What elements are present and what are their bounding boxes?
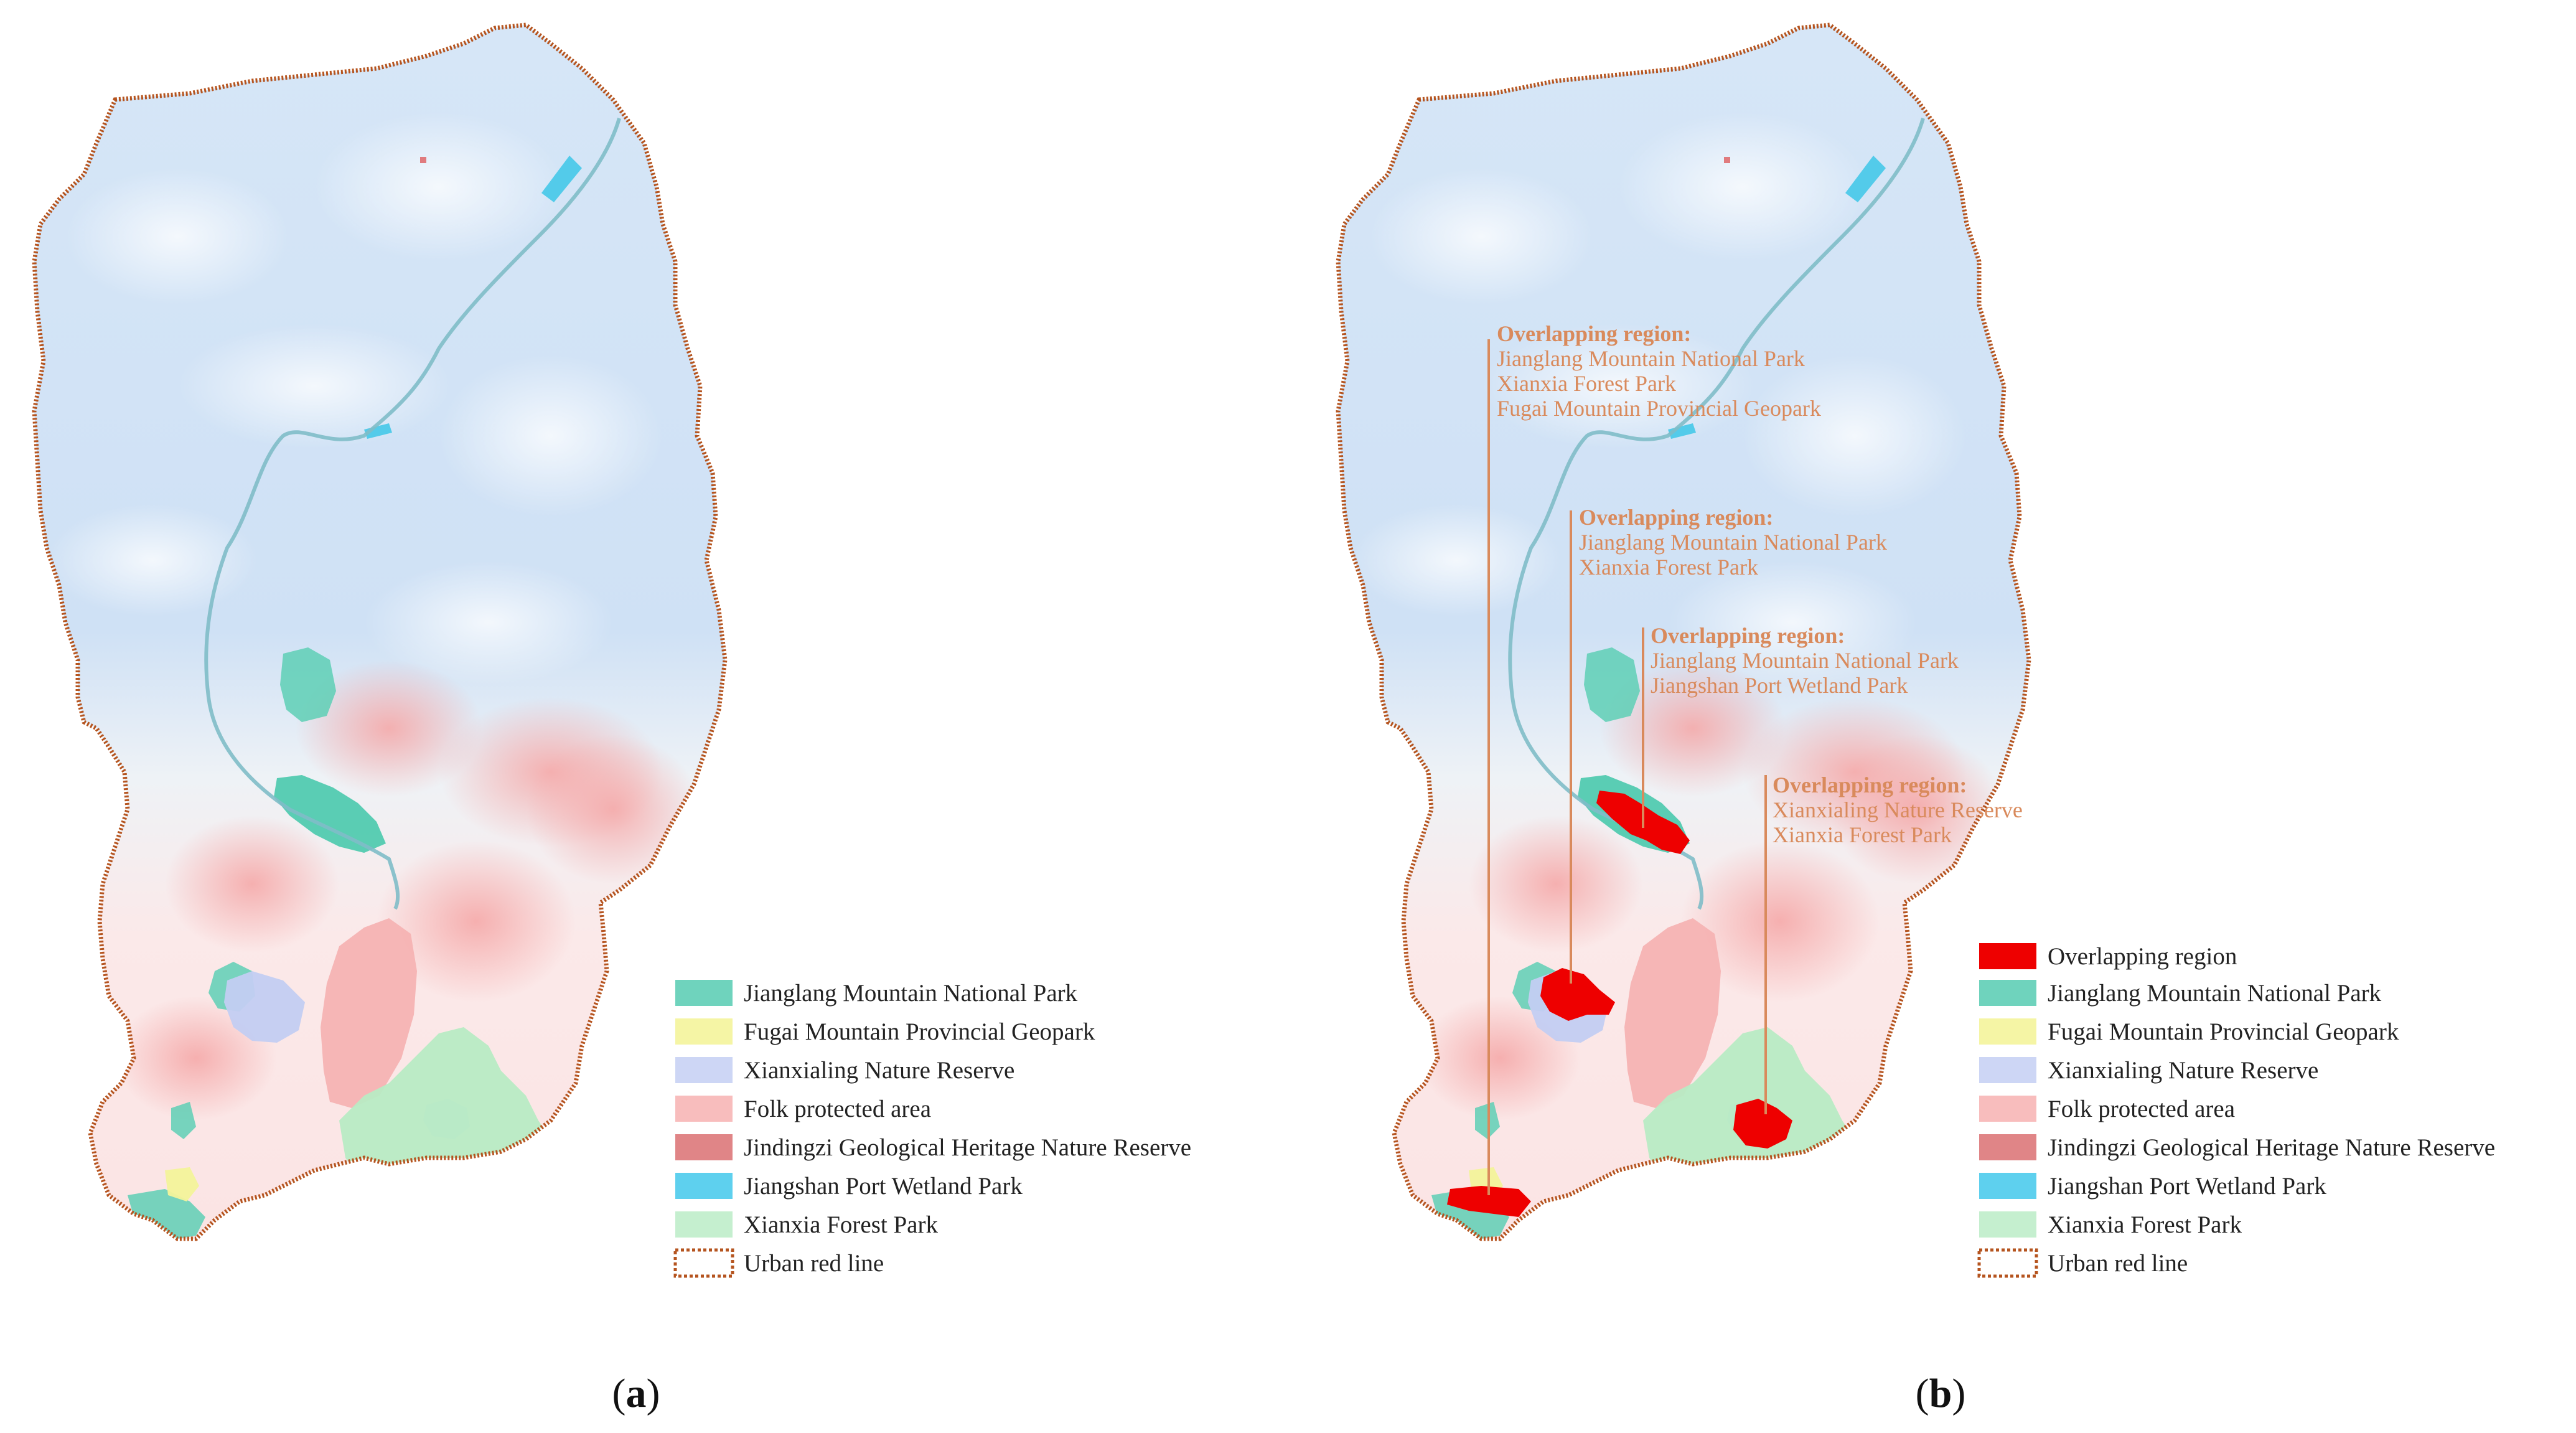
legend-a-label-jianglang: Jianglang Mountain National Park: [744, 980, 1078, 1007]
legend-a-swatch-jianglang: [675, 980, 733, 1006]
legend-b-label-redline: Urban red line: [2048, 1250, 2188, 1277]
map-panel-a: [34, 25, 725, 1239]
legend-b-label-jindingzi: Jindingzi Geological Heritage Nature Res…: [2048, 1134, 2495, 1161]
overlap-region-forest: [1733, 1099, 1792, 1149]
panel-label-b-letter: b: [1929, 1371, 1952, 1416]
legend-a-label-fugai: Fugai Mountain Provincial Geopark: [744, 1018, 1095, 1045]
annotation-4-title: Overlapping region:: [1773, 773, 1967, 797]
annotation-1-line-1: Jianglang Mountain National Park: [1497, 346, 1805, 371]
legend-b-label-overlap: Overlapping region: [2048, 943, 2237, 970]
legend-b-swatch-jindingzi: [1979, 1134, 2036, 1160]
legend-a-swatch-xianxia: [675, 1211, 733, 1238]
annotation-3: Overlapping region: Jianglang Mountain N…: [1651, 623, 1959, 698]
legend-b-swatch-jianglang: [1979, 980, 2036, 1006]
legend-b-label-jianglang: Jianglang Mountain National Park: [2048, 980, 2382, 1007]
panel-label-b-close: ): [1952, 1371, 1965, 1416]
annotations: Overlapping region: Jianglang Mountain N…: [1497, 321, 2023, 847]
county-map-icon: [34, 25, 725, 1239]
legend-a-swatch-folk: [675, 1096, 733, 1122]
panel-label-a-close: ): [647, 1371, 660, 1416]
annotation-3-line-1: Jianglang Mountain National Park: [1651, 648, 1959, 673]
legend-b-label-jiangshan: Jiangshan Port Wetland Park: [2048, 1173, 2326, 1200]
legend-b-label-xianxialing: Xianxialing Nature Reserve: [2048, 1057, 2318, 1084]
annotation-1-title: Overlapping region:: [1497, 321, 1691, 346]
legend-a-label-xianxialing: Xianxialing Nature Reserve: [744, 1057, 1014, 1084]
legend-b-label-folk: Folk protected area: [2048, 1096, 2235, 1122]
annotation-1-line-2: Xianxia Forest Park: [1497, 371, 1676, 396]
legend-a-swatch-jiangshan: [675, 1173, 733, 1199]
legend-b-swatch-redline: [1977, 1248, 2038, 1278]
annotation-4: Overlapping region: Xianxialing Nature R…: [1773, 773, 2023, 847]
legend-b-swatch-folk: [1979, 1096, 2036, 1122]
legend-b-swatch-xianxia: [1979, 1211, 2036, 1238]
annotation-leaders: [1487, 339, 1767, 1195]
annotation-2: Overlapping region: Jianglang Mountain N…: [1579, 505, 1887, 580]
annotation-2-line-1: Jianglang Mountain National Park: [1579, 530, 1887, 555]
legend-a: Jianglang Mountain National Park Fugai M…: [673, 980, 1191, 1278]
annotation-3-line-2: Jiangshan Port Wetland Park: [1651, 673, 1908, 698]
legend-b-label-xianxia: Xianxia Forest Park: [2048, 1211, 2242, 1238]
panel-label-b: (b): [1916, 1371, 1966, 1416]
annotation-4-line-1: Xianxialing Nature Reserve: [1773, 797, 2023, 822]
map-panel-b: [1338, 25, 2029, 1239]
legend-a-swatch-xianxialing: [675, 1057, 733, 1083]
panel-label-a-letter: a: [626, 1371, 647, 1416]
legend-a-label-xianxia: Xianxia Forest Park: [744, 1211, 938, 1238]
legend-a-swatch-jindingzi: [675, 1134, 733, 1160]
panel-label-a: (a): [612, 1371, 660, 1416]
legend-b-swatch-overlap: [1979, 943, 2036, 969]
legend-a-label-folk: Folk protected area: [744, 1096, 931, 1122]
legend-a-label-redline: Urban red line: [744, 1250, 884, 1277]
legend-b-swatch-fugai: [1979, 1018, 2036, 1045]
legend-b-swatch-xianxialing: [1979, 1057, 2036, 1083]
legend-b: Overlapping region Jianglang Mountain Na…: [1977, 943, 2495, 1278]
legend-a-label-jiangshan: Jiangshan Port Wetland Park: [744, 1173, 1023, 1200]
overlap-region-south-tip: [1447, 1186, 1531, 1217]
legend-b-label-fugai: Fugai Mountain Provincial Geopark: [2048, 1018, 2399, 1045]
annotation-2-title: Overlapping region:: [1579, 505, 1773, 530]
panel-label-a-open: (: [612, 1371, 626, 1416]
annotation-1: Overlapping region: Jianglang Mountain N…: [1497, 321, 1821, 421]
annotation-4-line-2: Xianxia Forest Park: [1773, 822, 1952, 847]
legend-b-swatch-jiangshan: [1979, 1173, 2036, 1199]
legend-a-swatch-redline: [673, 1248, 734, 1278]
overlap-region-xianxialing: [1540, 968, 1615, 1021]
annotation-2-line-2: Xianxia Forest Park: [1579, 555, 1758, 580]
legend-a-label-jindingzi: Jindingzi Geological Heritage Nature Res…: [744, 1134, 1191, 1161]
annotation-1-line-3: Fugai Mountain Provincial Geopark: [1497, 396, 1821, 421]
panel-label-b-open: (: [1916, 1371, 1929, 1416]
legend-a-swatch-fugai: [675, 1018, 733, 1045]
annotation-3-title: Overlapping region:: [1651, 623, 1845, 648]
